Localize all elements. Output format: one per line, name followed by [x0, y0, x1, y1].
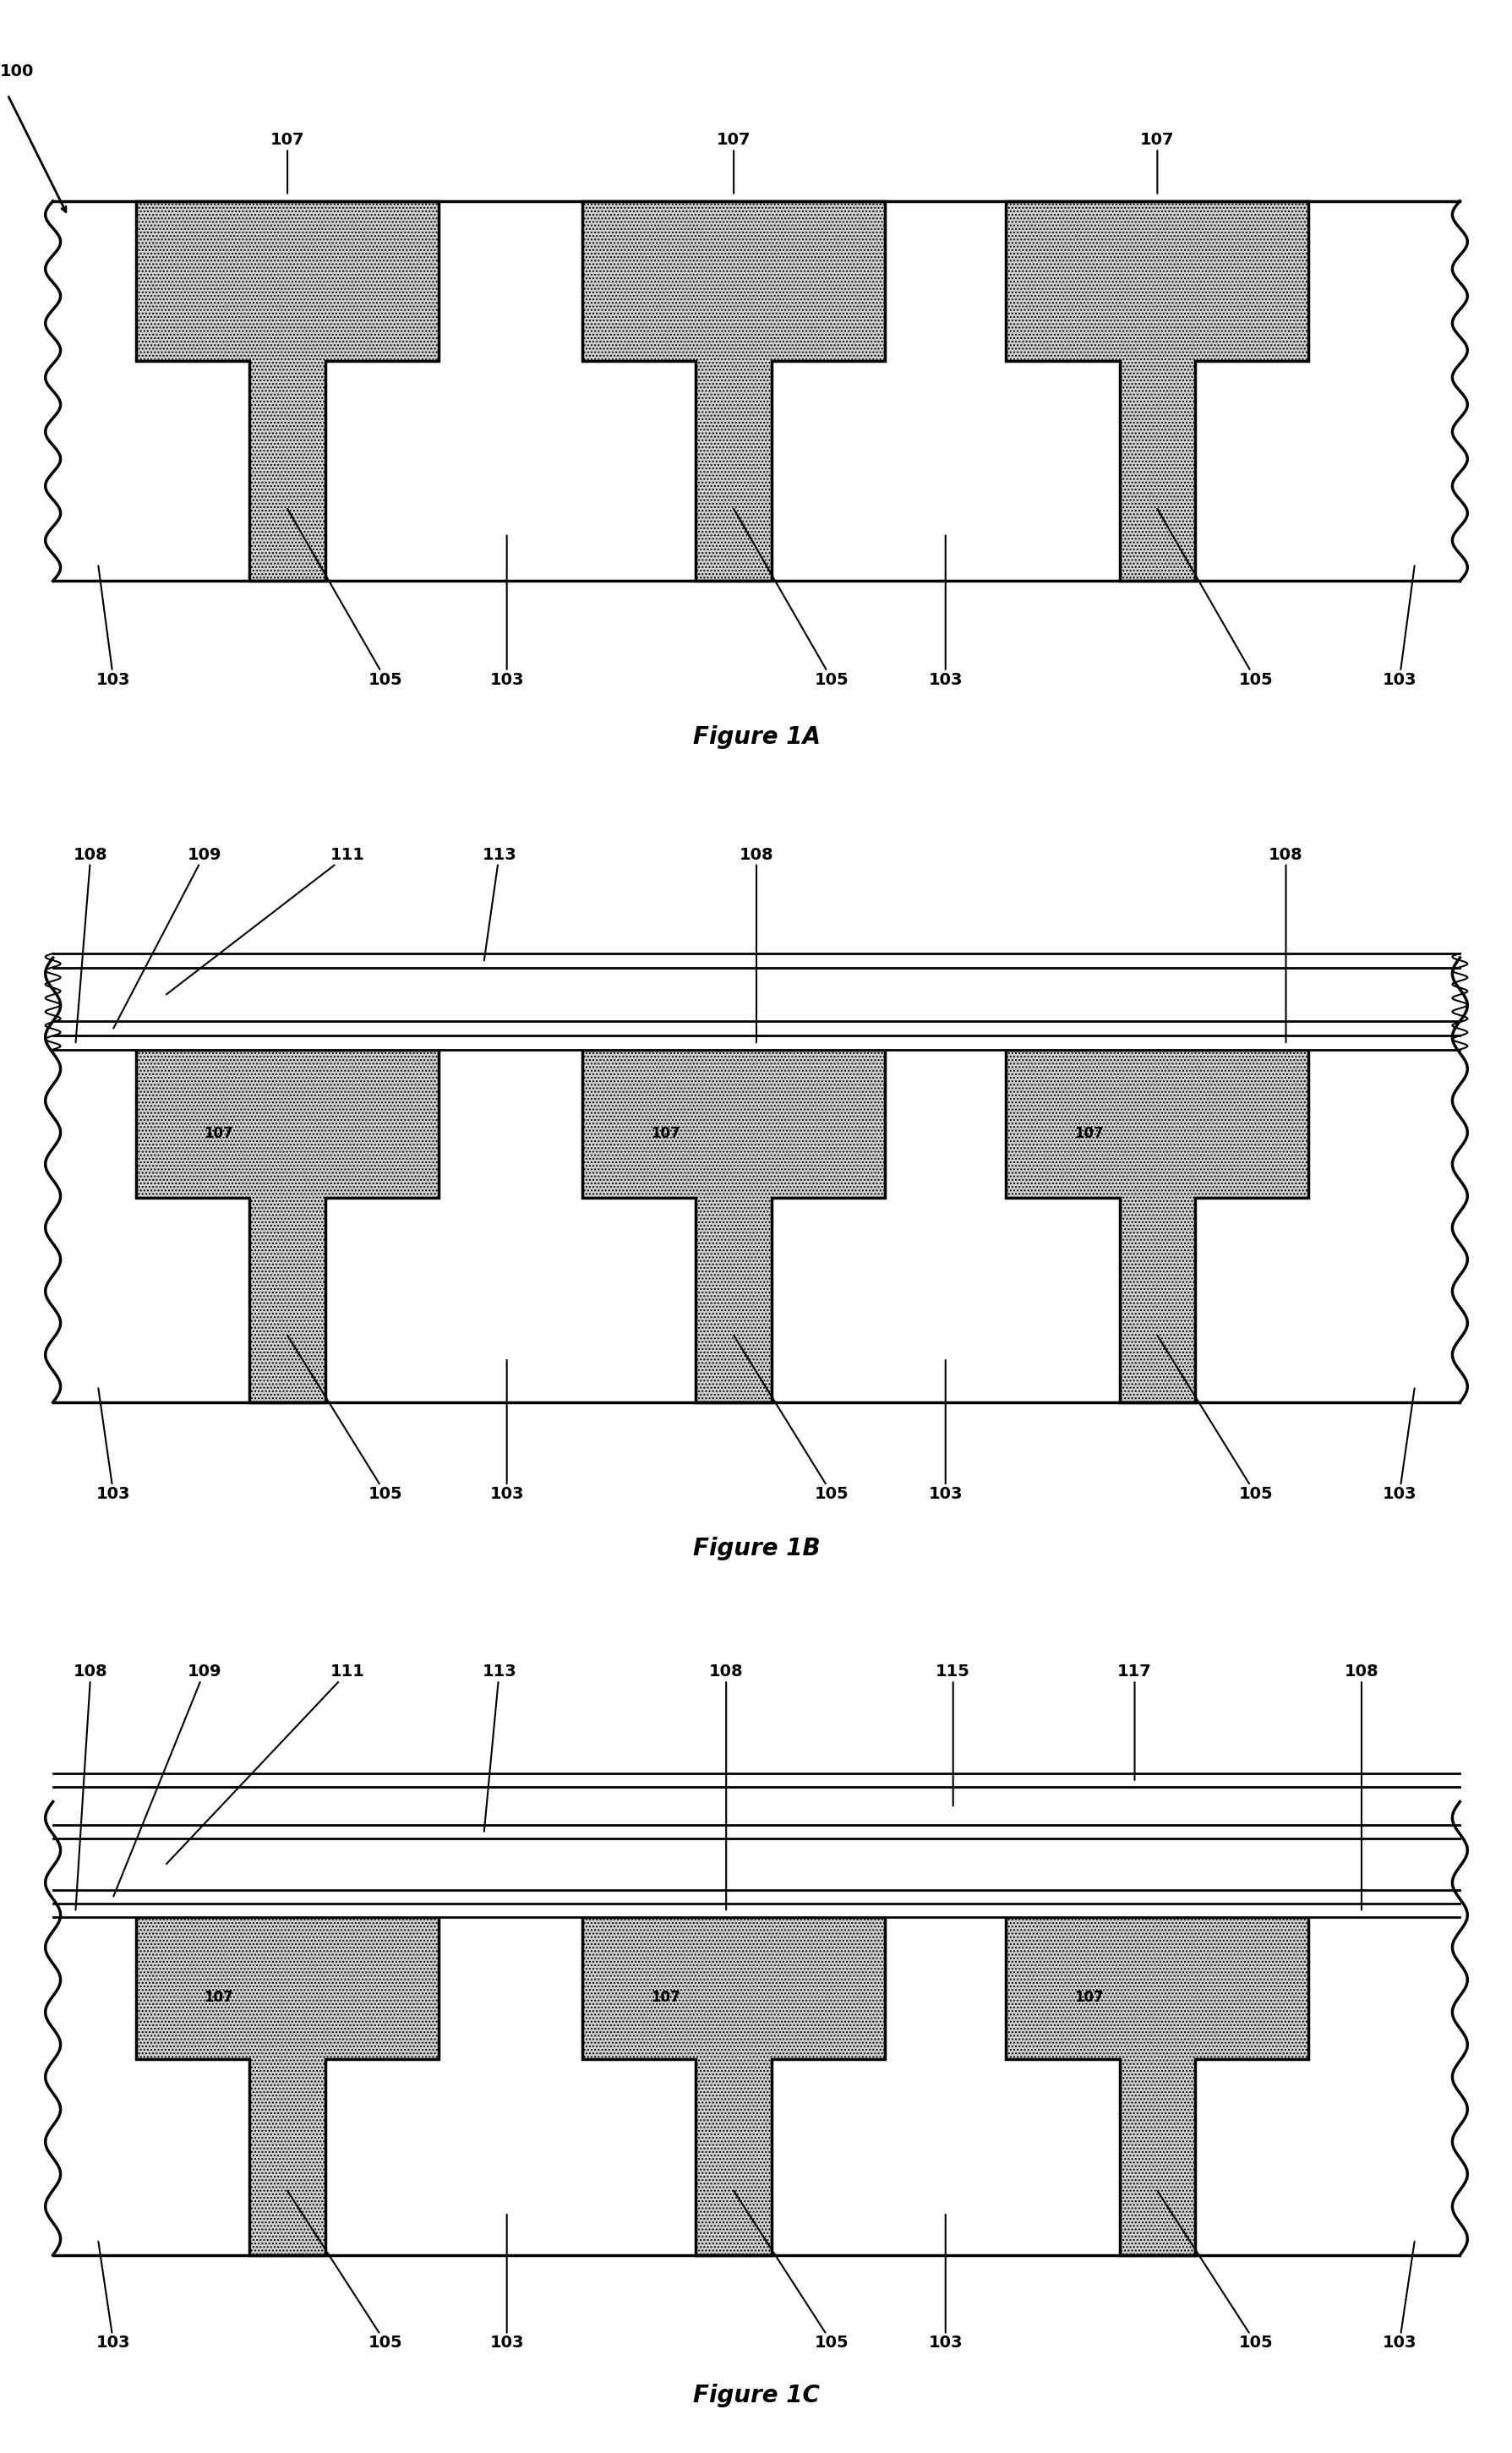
Text: 107: 107	[650, 1126, 679, 1141]
Text: 109: 109	[113, 846, 221, 1028]
Text: 103: 103	[97, 2242, 130, 2350]
Bar	[53, 1904, 1459, 1916]
Text: 107: 107	[717, 132, 750, 194]
Text: 103: 103	[928, 1359, 962, 1501]
Bar	[53, 1786, 1459, 1825]
Text: 103: 103	[928, 535, 962, 687]
Text: 107: 107	[271, 132, 304, 194]
Text: 103: 103	[490, 2215, 523, 2350]
Text: 103: 103	[490, 1359, 523, 1501]
Text: 103: 103	[490, 535, 523, 687]
Text: 105: 105	[287, 2191, 402, 2350]
Polygon shape	[1005, 201, 1308, 581]
Bar	[53, 1825, 1459, 1837]
Bar	[53, 1837, 1459, 1889]
Text: 107: 107	[1140, 132, 1173, 194]
Text: 107: 107	[204, 1989, 233, 2004]
Text: 103: 103	[1382, 1388, 1415, 1501]
Text: 103: 103	[1382, 567, 1415, 687]
Text: 115: 115	[936, 1663, 969, 1805]
Text: Figure 1C: Figure 1C	[692, 2384, 820, 2406]
Text: 111: 111	[166, 1663, 364, 1864]
Text: 109: 109	[113, 1663, 221, 1896]
Text: 117: 117	[1117, 1663, 1151, 1781]
Text: 107: 107	[1074, 1989, 1102, 2004]
Text: 105: 105	[733, 2191, 848, 2350]
Bar	[53, 201, 1459, 581]
Text: 105: 105	[287, 1334, 402, 1501]
Text: 100: 100	[0, 64, 35, 78]
Polygon shape	[136, 201, 438, 581]
Polygon shape	[1005, 1050, 1308, 1403]
Text: 105: 105	[733, 1334, 848, 1501]
Text: 107: 107	[204, 1126, 233, 1141]
Text: 113: 113	[482, 846, 516, 962]
Bar	[53, 966, 1459, 1020]
Bar	[53, 1035, 1459, 1050]
Text: 108: 108	[74, 846, 107, 1043]
Polygon shape	[1005, 1916, 1308, 2254]
Text: 107: 107	[650, 1989, 679, 2004]
Text: 103: 103	[97, 1388, 130, 1501]
Bar	[53, 1774, 1459, 1786]
Polygon shape	[582, 201, 885, 581]
Text: 111: 111	[166, 846, 364, 993]
Text: 108: 108	[739, 846, 773, 1043]
Bar	[53, 1916, 1459, 2254]
Text: 105: 105	[1157, 1334, 1272, 1501]
Text: 108: 108	[1269, 846, 1302, 1043]
Text: Figure 1B: Figure 1B	[692, 1536, 820, 1560]
Polygon shape	[136, 1916, 438, 2254]
Bar	[53, 1889, 1459, 1904]
Text: Figure 1A: Figure 1A	[692, 726, 820, 748]
Text: 108: 108	[709, 1663, 742, 1911]
Text: 103: 103	[1382, 2242, 1415, 2350]
Bar	[53, 1050, 1459, 1403]
Text: 108: 108	[74, 1663, 107, 1911]
Polygon shape	[136, 1050, 438, 1403]
Bar	[53, 954, 1459, 966]
Polygon shape	[582, 1050, 885, 1403]
Text: 103: 103	[97, 567, 130, 687]
Text: 105: 105	[733, 508, 848, 687]
Text: 103: 103	[928, 2215, 962, 2350]
Text: 105: 105	[1157, 508, 1272, 687]
Text: 108: 108	[1344, 1663, 1377, 1911]
Polygon shape	[582, 1916, 885, 2254]
Text: 107: 107	[1074, 1126, 1102, 1141]
Text: 105: 105	[1157, 2191, 1272, 2350]
Text: 113: 113	[482, 1663, 516, 1832]
Text: 105: 105	[287, 508, 402, 687]
Bar	[53, 1020, 1459, 1035]
